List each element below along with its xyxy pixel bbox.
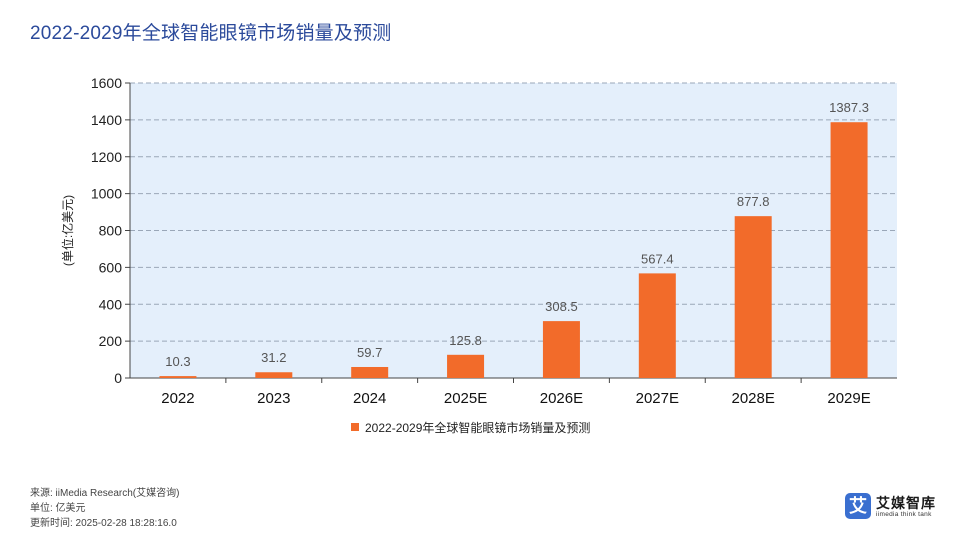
data-label: 59.7 xyxy=(357,345,382,360)
y-tick-label: 400 xyxy=(99,296,123,312)
y-tick-label: 600 xyxy=(99,259,123,275)
y-tick-label: 1000 xyxy=(91,186,122,202)
logo-tagline: iimedia think tank xyxy=(876,511,932,518)
source-note: 来源: iiMedia Research(艾媒咨询) xyxy=(30,488,180,499)
data-label: 125.8 xyxy=(449,333,482,348)
data-label: 1387.3 xyxy=(829,100,869,115)
y-tick-label: 1400 xyxy=(91,112,122,128)
bar xyxy=(830,122,868,379)
unit-note: 单位: 亿美元 xyxy=(30,503,86,514)
bar xyxy=(447,354,485,378)
x-tick-label: 2023 xyxy=(257,390,290,407)
bar xyxy=(159,376,197,378)
data-label: 308.5 xyxy=(545,299,578,314)
iimedia-logo: 艾 艾媒智库 iimedia think tank xyxy=(845,493,945,523)
data-label: 567.4 xyxy=(641,251,674,266)
bar xyxy=(542,321,580,378)
x-tick-label: 2028E xyxy=(732,390,775,407)
data-label: 10.3 xyxy=(165,354,190,369)
data-label: 31.2 xyxy=(261,350,286,365)
x-tick-label: 2027E xyxy=(636,390,679,407)
logo-mark-icon: 艾 xyxy=(845,493,871,519)
x-tick-label: 2022 xyxy=(161,390,194,407)
x-tick-label: 2026E xyxy=(540,390,583,407)
y-tick-label: 200 xyxy=(99,333,123,349)
x-tick-label: 2025E xyxy=(444,390,487,407)
x-tick-label: 2024 xyxy=(353,390,386,407)
bar xyxy=(734,216,772,378)
logo-name: 艾媒智库 xyxy=(876,495,936,511)
y-tick-label: 800 xyxy=(99,223,123,239)
y-tick-label: 1600 xyxy=(91,75,122,91)
x-tick-label: 2029E xyxy=(827,390,870,407)
y-tick-label: 0 xyxy=(114,370,122,386)
y-axis-label: (单位:亿美元) xyxy=(60,195,75,266)
page-title: 2022-2029年全球智能眼镜市场销量及预测 xyxy=(30,23,392,44)
bar xyxy=(638,273,676,378)
bar-chart: 0 200 400 600 800 1000 1200 1400 1600 (单位:亿美元) 10.… xyxy=(60,75,897,435)
bar xyxy=(351,366,389,378)
bar xyxy=(255,372,293,378)
legend-label: 2022-2029年全球智能眼镜市场销量及预测 xyxy=(365,420,590,435)
update-time: 更新时间: 2025-02-28 18:28:16.0 xyxy=(30,518,177,529)
footer: 来源: iiMedia Research(艾媒咨询) 单位: 亿美元 更新时间:… xyxy=(30,486,179,531)
data-label: 877.8 xyxy=(737,194,770,209)
legend-swatch xyxy=(351,423,359,431)
y-tick-label: 1200 xyxy=(91,149,122,165)
